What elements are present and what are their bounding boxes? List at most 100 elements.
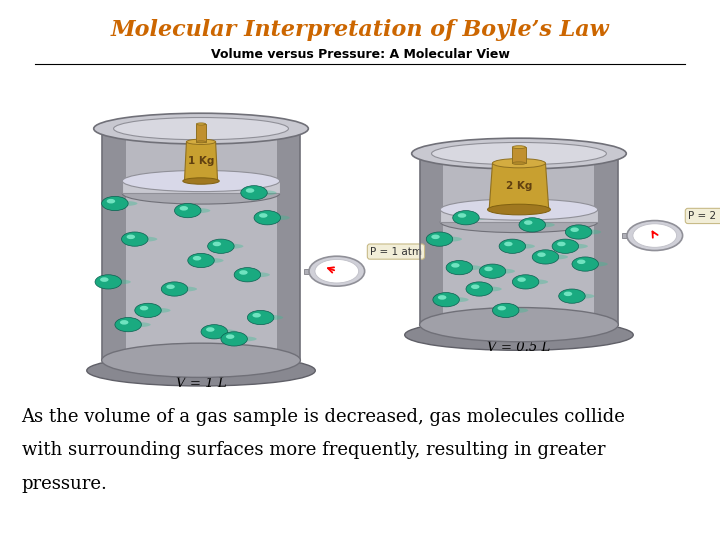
- Ellipse shape: [186, 139, 215, 145]
- Text: V = 0.5 L: V = 0.5 L: [487, 341, 551, 354]
- Text: Molecular Interpretation of Boyle’s Law: Molecular Interpretation of Boyle’s Law: [111, 19, 609, 41]
- Ellipse shape: [486, 268, 515, 274]
- Ellipse shape: [114, 118, 289, 140]
- Ellipse shape: [228, 336, 256, 342]
- Ellipse shape: [487, 204, 551, 215]
- Circle shape: [140, 306, 148, 310]
- Ellipse shape: [254, 315, 283, 320]
- Circle shape: [100, 278, 109, 282]
- Circle shape: [212, 242, 221, 246]
- Circle shape: [426, 232, 453, 246]
- Circle shape: [518, 278, 526, 282]
- Bar: [125, 129, 276, 360]
- Bar: [276, 129, 300, 360]
- Ellipse shape: [431, 143, 606, 165]
- Ellipse shape: [539, 254, 568, 260]
- Circle shape: [446, 260, 472, 275]
- Ellipse shape: [168, 286, 197, 292]
- Ellipse shape: [513, 162, 526, 165]
- Circle shape: [166, 285, 175, 289]
- Circle shape: [193, 256, 202, 260]
- Circle shape: [466, 282, 492, 296]
- Ellipse shape: [472, 286, 502, 292]
- Circle shape: [107, 199, 115, 204]
- Bar: [441, 210, 598, 222]
- Circle shape: [201, 325, 228, 339]
- Circle shape: [557, 242, 566, 246]
- Circle shape: [633, 224, 677, 247]
- Circle shape: [433, 293, 459, 307]
- Text: pressure.: pressure.: [22, 475, 107, 492]
- Circle shape: [115, 318, 141, 332]
- Circle shape: [570, 227, 579, 232]
- Ellipse shape: [215, 244, 243, 249]
- Bar: [621, 233, 654, 238]
- Ellipse shape: [122, 183, 279, 204]
- Circle shape: [221, 332, 248, 346]
- Circle shape: [519, 218, 546, 232]
- Circle shape: [315, 259, 359, 283]
- Ellipse shape: [433, 237, 462, 242]
- Bar: [304, 269, 337, 274]
- Circle shape: [127, 234, 135, 239]
- Ellipse shape: [122, 322, 150, 327]
- Circle shape: [492, 303, 519, 318]
- Text: 2 Kg: 2 Kg: [505, 181, 532, 191]
- Ellipse shape: [94, 113, 308, 144]
- Circle shape: [480, 264, 505, 278]
- Ellipse shape: [579, 261, 608, 267]
- Bar: [197, 124, 206, 142]
- Ellipse shape: [572, 230, 601, 235]
- Circle shape: [485, 267, 492, 271]
- Bar: [122, 181, 279, 193]
- Circle shape: [248, 310, 274, 325]
- Text: P = 2 atm: P = 2 atm: [688, 211, 720, 221]
- Ellipse shape: [181, 208, 210, 213]
- Circle shape: [254, 211, 281, 225]
- Circle shape: [532, 250, 559, 264]
- Text: Volume versus Pressure: A Molecular View: Volume versus Pressure: A Molecular View: [210, 49, 510, 62]
- Circle shape: [565, 225, 592, 239]
- Circle shape: [564, 292, 572, 296]
- Ellipse shape: [87, 355, 315, 386]
- Circle shape: [524, 220, 533, 225]
- Circle shape: [458, 213, 467, 218]
- Circle shape: [253, 313, 261, 318]
- Circle shape: [206, 327, 215, 332]
- Ellipse shape: [565, 293, 595, 299]
- Ellipse shape: [499, 308, 528, 313]
- Circle shape: [498, 306, 506, 310]
- Ellipse shape: [439, 297, 469, 302]
- Bar: [420, 153, 618, 325]
- Ellipse shape: [102, 343, 300, 377]
- Circle shape: [513, 275, 539, 289]
- Polygon shape: [184, 142, 217, 181]
- Ellipse shape: [453, 265, 482, 271]
- Circle shape: [309, 256, 364, 286]
- Circle shape: [188, 253, 215, 268]
- Ellipse shape: [492, 159, 546, 168]
- Ellipse shape: [197, 123, 206, 125]
- Text: P = 1 atm: P = 1 atm: [370, 247, 422, 256]
- Ellipse shape: [248, 190, 276, 195]
- Ellipse shape: [505, 244, 535, 249]
- Text: As the volume of a gas sample is decreased, gas molecules collide: As the volume of a gas sample is decreas…: [22, 408, 626, 426]
- Circle shape: [120, 320, 128, 325]
- Ellipse shape: [207, 329, 237, 334]
- Circle shape: [135, 303, 161, 318]
- Circle shape: [504, 242, 513, 246]
- Circle shape: [122, 232, 148, 246]
- Ellipse shape: [459, 215, 488, 220]
- Text: with surrounding surfaces more frequently, resulting in greater: with surrounding surfaces more frequentl…: [22, 441, 605, 459]
- Polygon shape: [489, 163, 549, 210]
- Ellipse shape: [559, 244, 588, 249]
- Circle shape: [102, 197, 128, 211]
- Ellipse shape: [240, 272, 270, 278]
- Ellipse shape: [261, 215, 289, 220]
- Circle shape: [438, 295, 446, 300]
- Ellipse shape: [128, 237, 157, 242]
- Circle shape: [240, 186, 267, 200]
- Circle shape: [234, 268, 261, 282]
- Ellipse shape: [441, 212, 598, 233]
- Circle shape: [627, 220, 683, 251]
